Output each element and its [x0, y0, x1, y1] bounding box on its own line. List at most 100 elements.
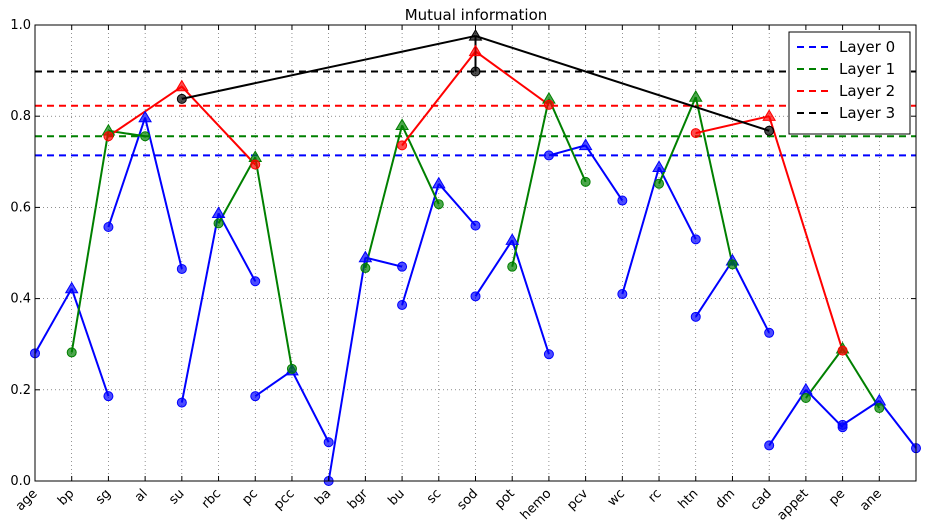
- series-line-layer-2: [474, 50, 550, 106]
- legend-label: Layer 2: [839, 82, 895, 100]
- parent-point-layer-1: [688, 90, 703, 102]
- x-tick-label: su: [166, 486, 187, 507]
- series-line-layer-0: [217, 212, 257, 282]
- parent-point-layer-0: [799, 382, 813, 395]
- y-tick-label: 1.0: [10, 18, 31, 33]
- x-tick-label: rbc: [199, 486, 224, 511]
- x-tick-label: ba: [312, 486, 334, 508]
- child-point-layer-0: [543, 150, 554, 161]
- child-point-layer-1: [580, 176, 591, 187]
- child-point-layer-0: [176, 263, 187, 274]
- series-lines: [34, 34, 917, 482]
- child-point-layer-1: [360, 263, 371, 274]
- child-point-layer-0: [323, 437, 334, 448]
- child-point-layer-0: [176, 397, 187, 408]
- x-tick-label: bu: [385, 486, 407, 508]
- legend-box: [788, 31, 911, 135]
- parent-point-layer-0: [652, 160, 666, 172]
- child-point-layer-0: [250, 276, 261, 287]
- series-line-layer-0: [621, 166, 661, 295]
- child-point-layer-2: [837, 345, 848, 356]
- series-line-layer-1: [548, 98, 587, 183]
- x-tick-label: wc: [605, 486, 628, 509]
- child-point-layer-3: [470, 66, 481, 77]
- child-point-layer-1: [507, 261, 518, 272]
- child-point-layer-1: [140, 131, 151, 142]
- child-point-layer-1: [874, 403, 885, 414]
- child-point-layer-0: [764, 327, 775, 338]
- series-line-layer-0: [511, 239, 550, 355]
- parent-point-layer-0: [211, 206, 226, 219]
- child-point-layer-1: [727, 259, 738, 270]
- series-line-layer-1: [217, 156, 257, 224]
- x-tick-label: age: [13, 486, 41, 514]
- child-point-layer-0: [397, 299, 408, 310]
- series-line-layer-0: [731, 260, 771, 334]
- child-point-layer-1: [800, 393, 811, 404]
- series-line-layer-1: [364, 125, 404, 269]
- x-tick-label: pcv: [564, 486, 591, 513]
- child-point-layer-1: [433, 199, 444, 210]
- parent-point-layer-0: [431, 176, 446, 189]
- x-tick-label: bp: [55, 486, 77, 508]
- series-line-layer-0: [658, 166, 697, 240]
- chart-title: Mutual information: [405, 6, 548, 24]
- parent-point-layer-0: [64, 281, 79, 294]
- series-line-layer-0: [584, 144, 624, 202]
- parent-point-layer-0: [138, 110, 152, 123]
- child-point-layer-0: [103, 391, 114, 402]
- legend-label: Layer 0: [839, 38, 895, 56]
- y-tick-label: 0.2: [10, 383, 31, 398]
- series-line-layer-0: [70, 288, 110, 397]
- x-tick-label: pc: [239, 486, 261, 508]
- x-tick-label: sg: [93, 486, 114, 507]
- parent-point-layer-0: [578, 138, 593, 151]
- x-tick-label: bgr: [345, 486, 372, 513]
- child-point-layer-0: [470, 291, 481, 302]
- series-line-layer-0: [34, 288, 73, 354]
- y-tick-label: 0.4: [10, 292, 31, 307]
- parent-point-layer-1: [395, 118, 409, 131]
- x-tick-label: pe: [826, 486, 848, 508]
- parent-point-layer-0: [358, 250, 373, 263]
- x-tick-label: dm: [713, 486, 738, 511]
- series-line-layer-0: [180, 213, 220, 403]
- series-line-layer-1: [254, 157, 293, 369]
- legend: Layer 0 Layer 1 Layer 2 Layer 3: [788, 31, 911, 135]
- y-tick-label: 0.8: [10, 109, 31, 124]
- series-line-layer-0: [548, 144, 586, 157]
- parent-point-layer-3: [468, 28, 483, 41]
- series-line-layer-0: [291, 370, 330, 443]
- child-point-layer-2: [397, 140, 408, 151]
- child-point-layer-0: [543, 349, 554, 360]
- x-tick-label: ane: [857, 486, 885, 514]
- parent-point-layer-2: [174, 79, 189, 92]
- x-tick-label: pcc: [271, 486, 298, 513]
- x-tick-label: rc: [645, 486, 664, 505]
- child-point-layer-0: [470, 220, 481, 231]
- y-tick-label: 0.6: [10, 200, 31, 215]
- child-point-layer-0: [617, 289, 628, 300]
- x-tick-label: hemo: [518, 486, 555, 523]
- series-line-layer-0: [805, 389, 844, 428]
- series-line-layer-1: [511, 98, 550, 267]
- x-tick-label: sod: [454, 486, 481, 513]
- child-point-layer-0: [617, 195, 628, 206]
- x-tick-label: al: [132, 486, 151, 505]
- series-line-layer-0: [401, 183, 440, 306]
- child-point-layer-1: [654, 178, 665, 189]
- series-line-layer-0: [144, 117, 183, 270]
- series-markers: [30, 28, 921, 486]
- y-axis-ticks: 0.0 0.2 0.4 0.6 0.8 1.0: [10, 18, 916, 489]
- x-axis-ticks: age bp sg al su rbc pc pcc ba bgr bu sc sod pot hemo pc…: [13, 25, 885, 523]
- y-tick-label: 0.0: [10, 474, 31, 489]
- parent-point-layer-2: [468, 44, 483, 57]
- x-tick-label: cad: [748, 486, 775, 513]
- series-line-layer-2: [768, 115, 844, 351]
- threshold-lines: [35, 70, 916, 157]
- child-point-layer-3: [176, 93, 187, 104]
- child-point-layer-2: [543, 99, 554, 110]
- child-point-layer-2: [103, 131, 114, 142]
